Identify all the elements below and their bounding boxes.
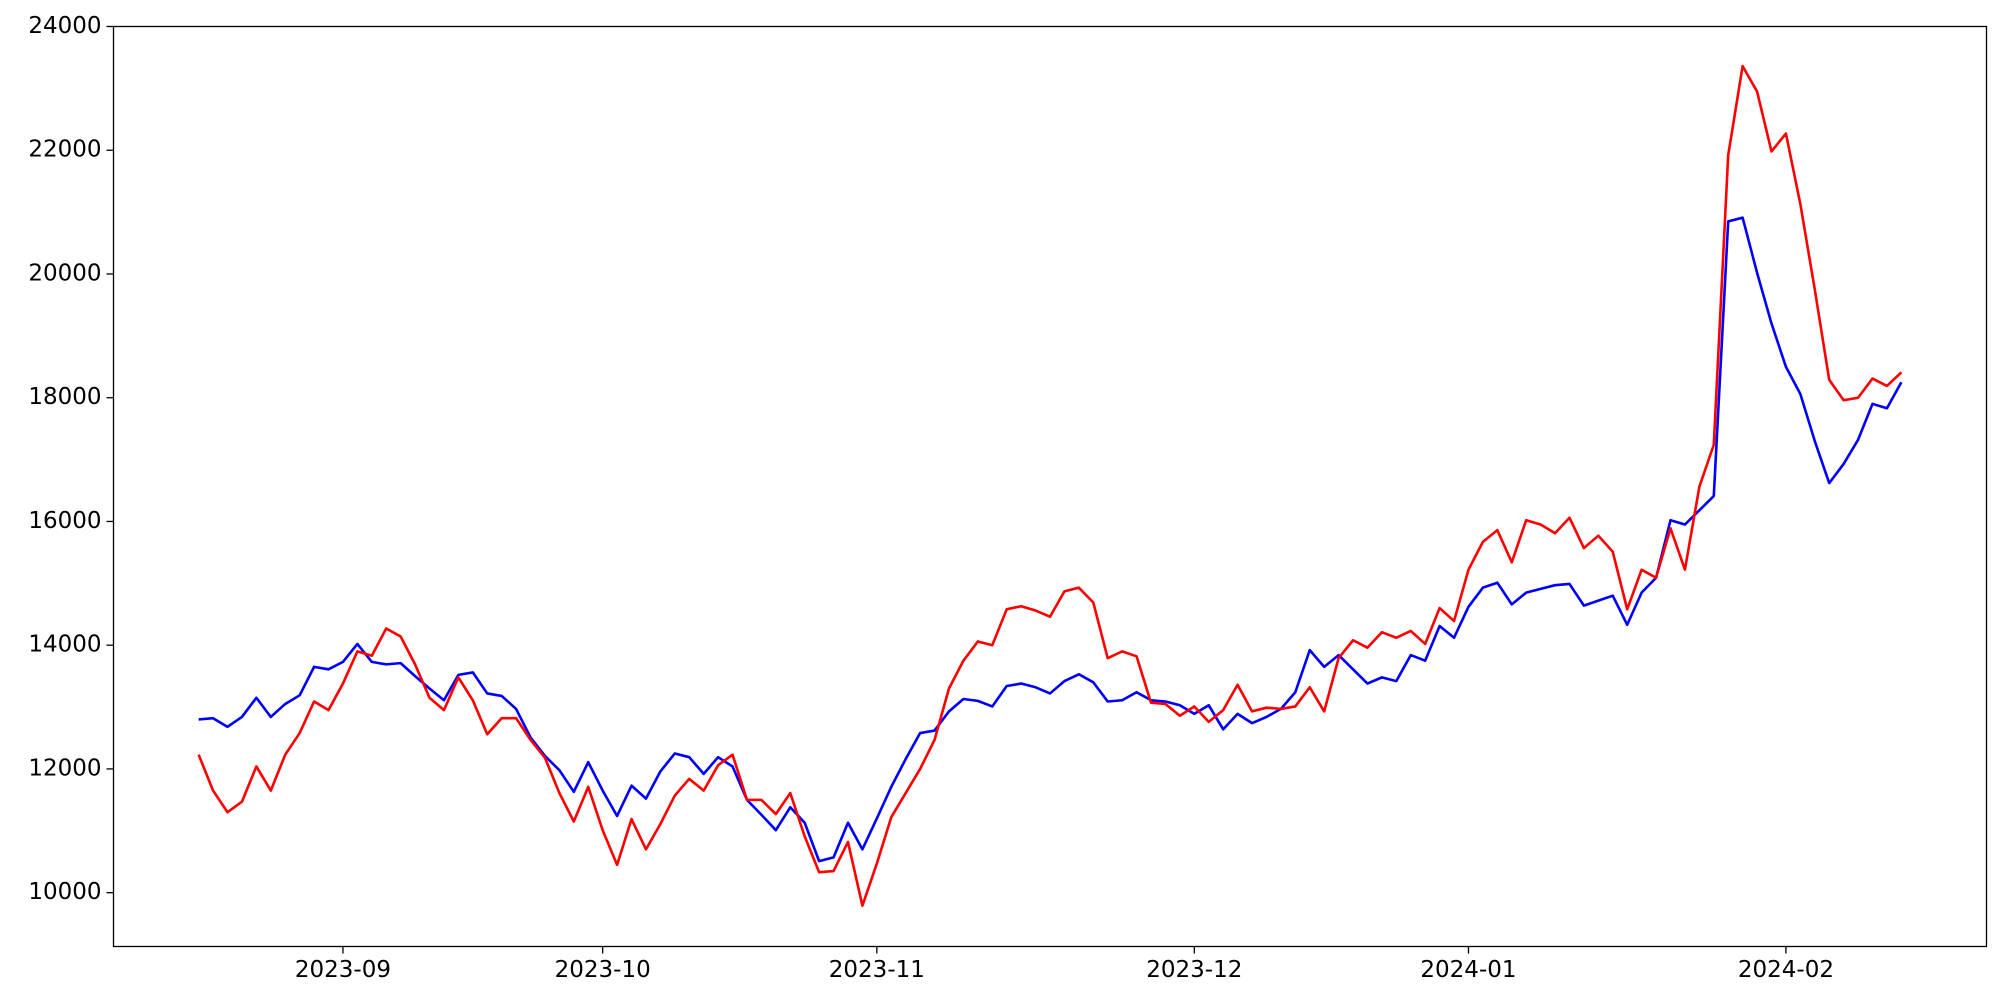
x-tick-label: 2023-09 bbox=[295, 957, 391, 983]
y-tick-label: 22000 bbox=[28, 137, 101, 163]
x-tick-label: 2024-01 bbox=[1420, 957, 1516, 983]
x-tick-label: 2024-02 bbox=[1738, 957, 1834, 983]
y-tick-label: 16000 bbox=[28, 508, 101, 534]
x-tick-label: 2023-10 bbox=[555, 957, 651, 983]
y-tick-label: 12000 bbox=[28, 755, 101, 781]
y-tick-label: 14000 bbox=[28, 632, 101, 658]
y-tick-label: 24000 bbox=[28, 13, 101, 39]
data-line bbox=[197, 64, 1903, 907]
data-line bbox=[198, 216, 1903, 863]
x-tick-label: 2023-11 bbox=[829, 957, 925, 983]
y-tick-label: 20000 bbox=[28, 260, 101, 286]
y-tick-label: 10000 bbox=[28, 879, 101, 905]
x-tick-label: 2023-12 bbox=[1146, 957, 1242, 983]
y-tick-label: 18000 bbox=[28, 384, 101, 410]
plot-frame bbox=[112, 25, 1988, 948]
